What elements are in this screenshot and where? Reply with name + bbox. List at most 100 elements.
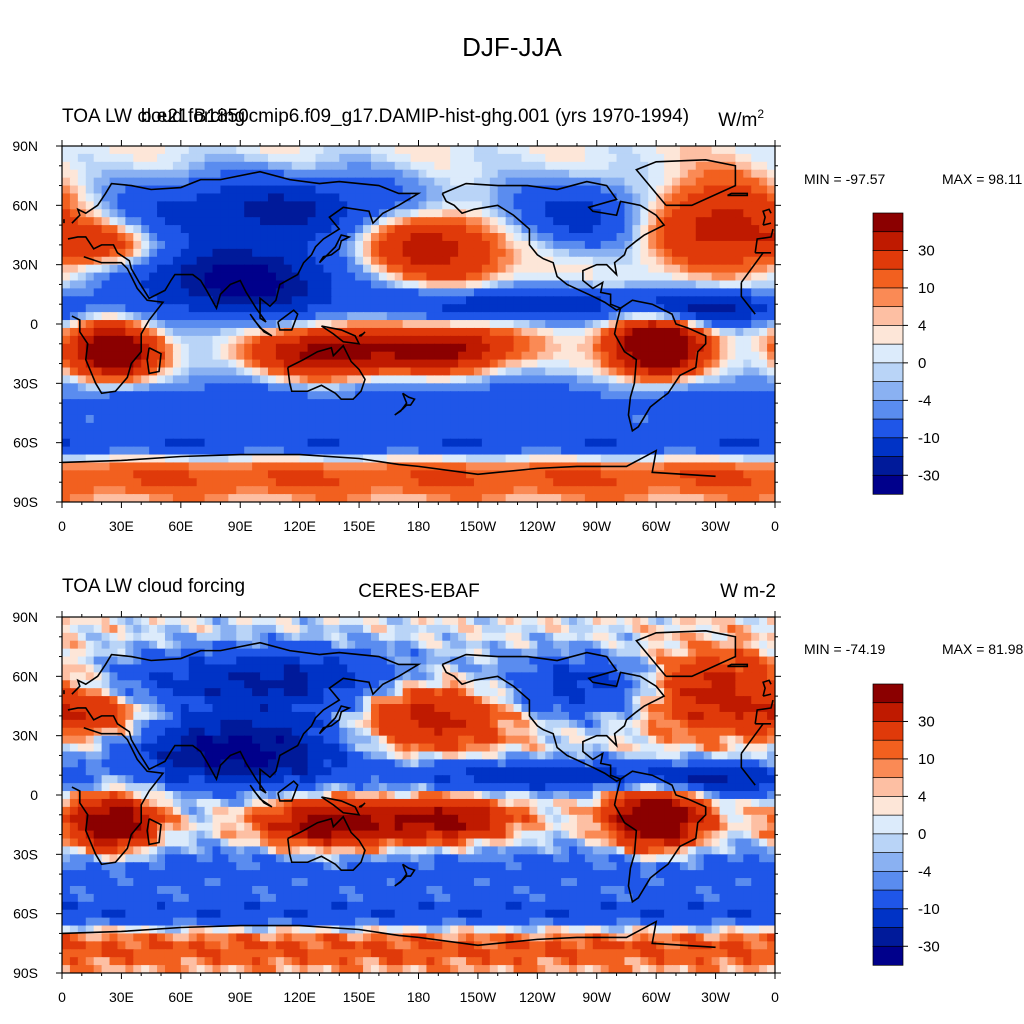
field-cell — [141, 248, 150, 258]
field-cell — [196, 335, 206, 345]
field-cell — [426, 248, 436, 258]
field-cell — [481, 185, 491, 195]
field-cell — [109, 351, 119, 361]
field-cell — [85, 320, 95, 329]
field-cell — [687, 177, 697, 187]
field-cell — [529, 494, 539, 502]
field-cell — [561, 640, 570, 650]
field-cell — [458, 272, 467, 282]
field-cell — [228, 233, 238, 242]
field-cell — [283, 296, 293, 306]
field-cell — [180, 177, 190, 187]
field-cell — [513, 486, 523, 495]
field-cell — [600, 494, 610, 502]
field-cell — [164, 617, 174, 626]
field-cell — [117, 407, 127, 416]
field-cell — [188, 407, 198, 416]
field-cell — [117, 486, 127, 495]
field-cell — [640, 256, 650, 266]
field-cell — [759, 383, 768, 393]
field-cell — [212, 664, 222, 674]
field-cell — [133, 327, 143, 337]
field-cell — [188, 664, 198, 674]
field-cell — [767, 494, 775, 502]
field-cell — [149, 383, 158, 393]
coastline — [286, 344, 366, 400]
field-cell — [442, 280, 451, 290]
field-cell — [244, 351, 253, 361]
field-cell — [307, 264, 317, 274]
field-cell — [331, 486, 341, 495]
field-cell — [394, 146, 404, 155]
field-cell — [656, 375, 665, 385]
colorbar-label: 0 — [918, 355, 926, 372]
field-cell — [679, 272, 689, 282]
field-cell — [93, 648, 103, 658]
field-cell — [378, 470, 388, 480]
field-cell — [204, 494, 214, 502]
field-cell — [220, 185, 230, 195]
field-cell — [299, 209, 309, 218]
field-cell — [481, 272, 491, 282]
field-cell — [339, 146, 348, 155]
field-cell — [370, 359, 380, 369]
field-cell — [695, 217, 705, 226]
field-cell — [751, 478, 760, 487]
field-cell — [569, 617, 578, 626]
field-cell — [711, 375, 721, 385]
field-cell — [236, 280, 246, 290]
field-cell — [62, 193, 71, 203]
field-cell — [529, 161, 539, 171]
field-cell — [442, 375, 451, 385]
field-cell — [331, 446, 341, 456]
field-cell — [632, 367, 642, 377]
field-cell — [442, 169, 451, 179]
field-cell — [473, 256, 483, 266]
field-cell — [220, 161, 230, 171]
field-cell — [656, 288, 665, 298]
field-cell — [584, 185, 594, 195]
field-cell — [727, 494, 737, 502]
field-cell — [164, 296, 174, 306]
field-cell — [117, 494, 127, 502]
field-cell — [291, 217, 301, 226]
field-cell — [473, 169, 483, 179]
field-cell — [592, 430, 602, 440]
field-cell — [93, 288, 103, 298]
field-cell — [751, 209, 760, 218]
field-cell — [77, 383, 87, 393]
field-cell — [315, 327, 325, 337]
field-cell — [735, 256, 745, 266]
field-cell — [283, 335, 293, 345]
field-cell — [664, 240, 673, 250]
field-cell — [576, 280, 586, 290]
field-cell — [244, 486, 253, 495]
field-cell — [513, 209, 523, 218]
field-cell — [576, 478, 586, 487]
coastline — [613, 299, 707, 433]
field-cell — [370, 486, 380, 495]
field-cell — [561, 146, 570, 155]
field-cell — [592, 617, 602, 626]
field-cell — [711, 225, 721, 234]
field-cell — [703, 648, 713, 658]
field-cell — [141, 351, 150, 361]
field-cell — [672, 359, 681, 369]
field-cell — [521, 648, 531, 658]
field-cell — [632, 177, 642, 187]
field-cell — [656, 327, 665, 337]
field-cell — [592, 169, 602, 179]
field-cell — [751, 177, 760, 187]
field-cell — [196, 359, 206, 369]
field-cell — [759, 201, 768, 211]
field-cell — [157, 422, 166, 432]
field-cell — [315, 375, 325, 385]
field-cell — [180, 327, 190, 337]
field-cell — [109, 399, 119, 408]
field-cell — [521, 304, 531, 313]
field-cell — [458, 304, 467, 313]
field-cell — [291, 351, 301, 361]
field-cell — [521, 240, 531, 250]
field-cell — [434, 664, 444, 674]
field-cell — [767, 351, 775, 361]
